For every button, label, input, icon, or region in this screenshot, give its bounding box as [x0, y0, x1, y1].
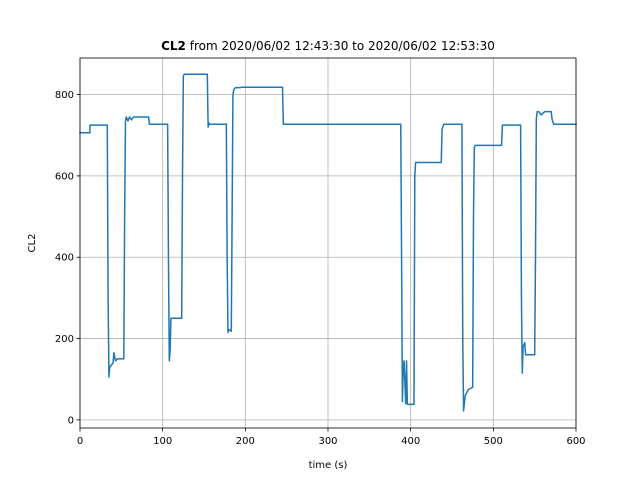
- x-tick-label: 300: [318, 436, 337, 447]
- y-tick-label: 600: [55, 171, 74, 182]
- chart-title-rest: from 2020/06/02 12:43:30 to 2020/06/02 1…: [186, 39, 495, 53]
- y-tick-label: 0: [68, 415, 74, 426]
- x-axis-ticks: 0 100 200 300 400 500 600: [77, 428, 586, 447]
- x-tick-label: 200: [236, 436, 255, 447]
- grid: [79, 58, 577, 428]
- x-tick-label: 100: [153, 436, 172, 447]
- x-tick-label: 600: [566, 436, 585, 447]
- x-tick-label: 0: [77, 436, 83, 447]
- chart-title-bold: CL2: [161, 39, 186, 53]
- y-tick-label: 400: [55, 253, 74, 264]
- x-tick-label: 400: [401, 436, 420, 447]
- y-tick-label: 200: [55, 334, 74, 345]
- chart-title: CL2 from 2020/06/02 12:43:30 to 2020/06/…: [161, 39, 495, 53]
- y-axis-ticks: 0 200 400 600 800: [55, 90, 80, 426]
- plot-area: [79, 73, 577, 412]
- y-axis-label: CL2: [27, 234, 38, 253]
- cl2-series-line: [79, 73, 577, 412]
- y-tick-label: 800: [55, 90, 74, 101]
- x-tick-label: 500: [484, 436, 503, 447]
- x-axis-label: time (s): [309, 460, 348, 471]
